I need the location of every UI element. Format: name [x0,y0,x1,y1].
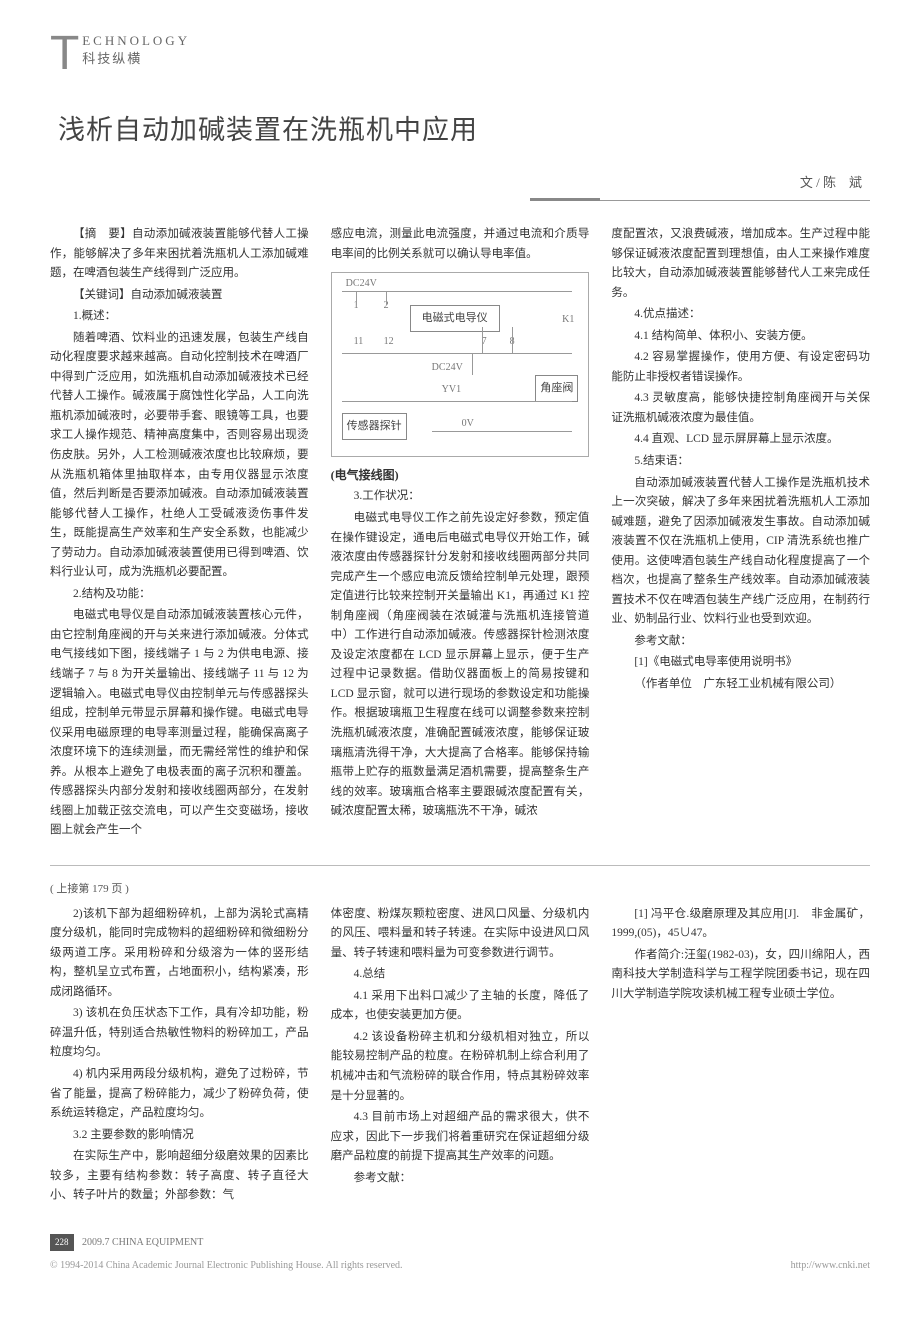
diagram-caption: (电气接线图) [331,465,590,485]
cont-s32: 3.2 主要参数的影响情况 [50,1126,309,1146]
column-3: 度配置浓，又浪费碱液，增加成本。生产过程中能够保证碱液浓度配置到理想值，由人工来… [611,225,870,843]
article-divider [50,865,870,866]
point-4-4: 4.4 直观、LCD 显示屏屏幕上显示浓度。 [611,430,870,450]
continued-from-label: ( 上接第 179 页 ) [50,880,870,899]
cont-col-2: 体密度、粉煤灰颗粒密度、进风口风量、分级机内的风压、喂料量和转子转速。在实际中设… [331,905,590,1208]
section-2-body: 电磁式电导仪是自动添加碱液装置核心元件，由它控制角座阀的开与关来进行添加碱液。分… [50,606,309,841]
section-1-head: 1.概述： [50,307,309,327]
header-dropcap: T [50,30,79,78]
journal-header: T ECHNOLOGY 科技纵横 [50,30,870,78]
cont3-ref1: [1] 冯平仓.级磨原理及其应用[J]. 非金属矿，1999,(05)，45∪4… [611,905,870,944]
section-4-head: 4.优点描述： [611,305,870,325]
col2-continue: 感应电流，测量此电流强度，并通过电流和介质导电率间的比例关系就可以确认导电率值。 [331,225,590,264]
cont2-p42: 4.2 该设备粉碎主机和分级机相对独立，所以能较易控制产品的粒度。在粉碎机制上综… [331,1028,590,1106]
cont-p3: 3) 该机在负压状态下工作，具有冷却功能，粉碎温升低，特别适合热敏性物料的粉碎加… [50,1004,309,1063]
point-4-2: 4.2 容易掌握操作，使用方便、有设定密码功能防止非授权者错误操作。 [611,348,870,387]
author-unit: （作者单位 广东轻工业机械有限公司） [611,675,870,695]
diag-dc24v-mid: DC24V [432,359,463,376]
copyright-line: © 1994-2014 China Academic Journal Elect… [50,1257,870,1274]
page-footer: 228 2009.7 CHINA EQUIPMENT © 1994-2014 C… [50,1234,870,1274]
wiring-diagram: DC24V 1 2 电磁式电导仪 K1 11 12 7 8 DC24V YV1 … [331,272,590,457]
author-rule [530,200,870,201]
author-name: 陈 斌 [823,175,862,190]
article-title: 浅析自动加碱装置在洗瓶机中应用 [58,108,870,154]
page-number: 228 [50,1234,74,1251]
diag-k1: K1 [562,311,574,328]
header-en: ECHNOLOGY [82,33,190,48]
references-label: 参考文献： [611,632,870,652]
keywords: 【关键词】自动添加碱液装置 [50,286,309,306]
copyright-text: © 1994-2014 China Academic Journal Elect… [50,1257,403,1274]
diag-0v: 0V [462,415,474,432]
cont2-p43: 4.3 目前市场上对超细产品的需求很大，供不应求，因此下一步我们将着重研究在保证… [331,1108,590,1167]
section-5-body: 自动添加碱液装置代替人工操作是洗瓶机技术上一次突破，解决了多年来困扰着洗瓶机人工… [611,474,870,630]
abstract: 【摘 要】自动添加碱液装置能够代替人工操作，能够解决了多年来困扰着洗瓶机人工添加… [50,225,309,284]
diag-pin-12: 12 [384,333,394,350]
section-1-body: 随着啤酒、饮料业的迅速发展，包装生产线自动化程度要求越来越高。自动化控制技术在啤… [50,329,309,583]
column-2: 感应电流，测量此电流强度，并通过电流和介质导电率间的比例关系就可以确认导电率值。… [331,225,590,843]
diag-probe: 传感器探针 [342,413,407,440]
header-labels: ECHNOLOGY 科技纵横 [82,32,190,68]
cont-col-3: [1] 冯平仓.级磨原理及其应用[J]. 非金属矿，1999,(05)，45∪4… [611,905,870,1208]
cnki-url: http://www.cnki.net [791,1257,870,1274]
cont2-refs: 参考文献： [331,1169,590,1189]
cont-p2: 2)该机下部为超细粉碎机，上部为涡轮式高精度分级机，能同时完成物料的超细粉碎和微… [50,905,309,1003]
diag-dc24v-top: DC24V [346,275,377,292]
diag-conductivity-meter: 电磁式电导仪 [410,305,500,332]
section-5-head: 5.结束语： [611,452,870,472]
reference-1: [1]《电磁式电导率使用说明书》 [611,653,870,673]
section-2-head: 2.结构及功能： [50,585,309,605]
column-1: 【摘 要】自动添加碱液装置能够代替人工操作，能够解决了多年来困扰着洗瓶机人工添加… [50,225,309,843]
cont-p4: 4) 机内采用两段分级机构，避免了过粉碎，节省了能量，提高了粉碎能力，减少了粉碎… [50,1065,309,1124]
diag-yv1: YV1 [442,381,461,398]
cont-p5: 在实际生产中，影响超细分级磨效果的因素比较多，主要有结构参数：转子高度、转子直径… [50,1147,309,1206]
main-article: 【摘 要】自动添加碱液装置能够代替人工操作，能够解决了多年来困扰着洗瓶机人工添加… [50,225,870,843]
col3-continue: 度配置浓，又浪费碱液，增加成本。生产过程中能够保证碱液浓度配置到理想值，由人工来… [611,225,870,303]
cont2-s4: 4.总结 [331,965,590,985]
section-3-head: 3.工作状况： [331,487,590,507]
section-3-body: 电磁式电导仪工作之前先设定好参数，预定值在操作键设定，通电后电磁式电导仪开始工作… [331,509,590,822]
header-cn: 科技纵横 [82,51,142,66]
cont2-p0: 体密度、粉煤灰颗粒密度、进风口风量、分级机内的风压、喂料量和转子转速。在实际中设… [331,905,590,964]
issue-label: 2009.7 CHINA EQUIPMENT [82,1237,203,1248]
point-4-1: 4.1 结构简单、体积小、安装方便。 [611,327,870,347]
diag-valve: 角座阀 [535,375,578,402]
point-4-3: 4.3 灵敏度高，能够快捷控制角座阀开与关保证洗瓶机碱液浓度为最佳值。 [611,389,870,428]
author-prefix: 文 / [800,175,823,190]
cont2-p41: 4.1 采用下出料口减少了主轴的长度，降低了成本，也使安装更加方便。 [331,987,590,1026]
continued-article: 2)该机下部为超细粉碎机，上部为涡轮式高精度分级机，能同时完成物料的超细粉碎和微… [50,905,870,1208]
author-line: 文 / 陈 斌 [50,172,870,194]
cont-col-1: 2)该机下部为超细粉碎机，上部为涡轮式高精度分级机，能同时完成物料的超细粉碎和微… [50,905,309,1208]
diag-pin-11: 11 [354,333,364,350]
cont3-bio: 作者简介:汪玺(1982-03)，女，四川绵阳人，西南科技大学制造科学与工程学院… [611,946,870,1005]
